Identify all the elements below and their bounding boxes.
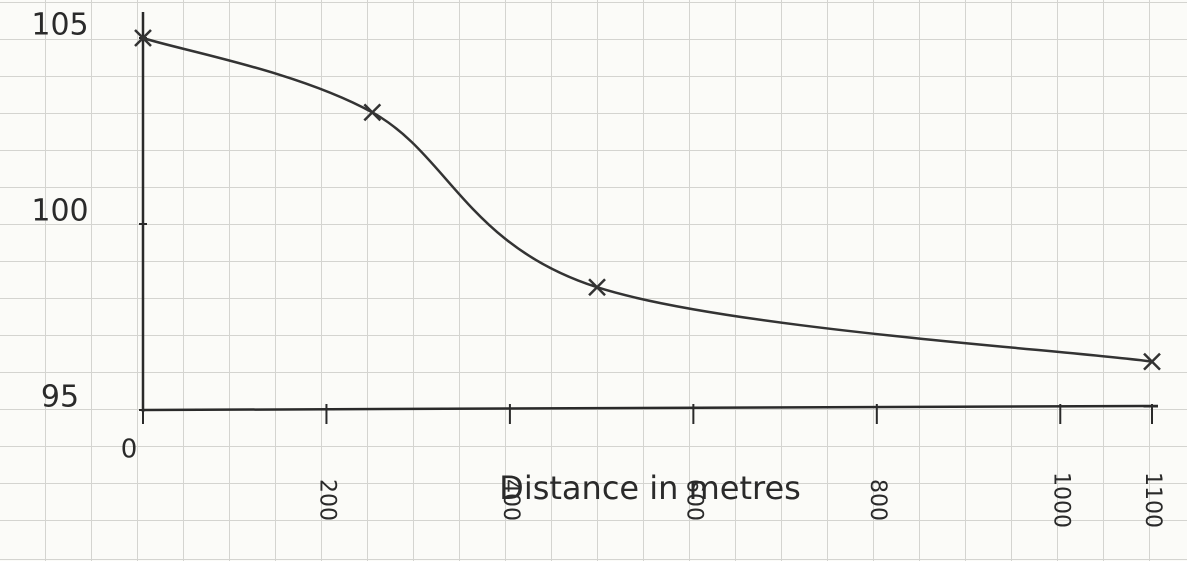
point-marker — [134, 29, 152, 47]
y-tick-label: 95 — [41, 380, 79, 415]
curve — [142, 36, 1153, 363]
x-tick-label: 0 — [121, 435, 138, 465]
x-tick-label: 200 — [314, 479, 339, 521]
x-tick-label: 600 — [681, 479, 706, 521]
y-tick-label: 100 — [31, 194, 88, 229]
x-axis-label: Distance in metres — [499, 469, 801, 507]
y-tick-label: 105 — [31, 8, 88, 43]
x-axis — [142, 404, 1159, 412]
point-marker — [588, 278, 606, 297]
x-tick-label: 1000 — [1048, 472, 1073, 528]
point-marker — [363, 103, 382, 122]
x-tick-label: 1100 — [1140, 472, 1165, 528]
point-marker — [1143, 352, 1161, 371]
x-tick-label: 400 — [498, 479, 523, 521]
x-tick-label: 800 — [865, 479, 890, 521]
